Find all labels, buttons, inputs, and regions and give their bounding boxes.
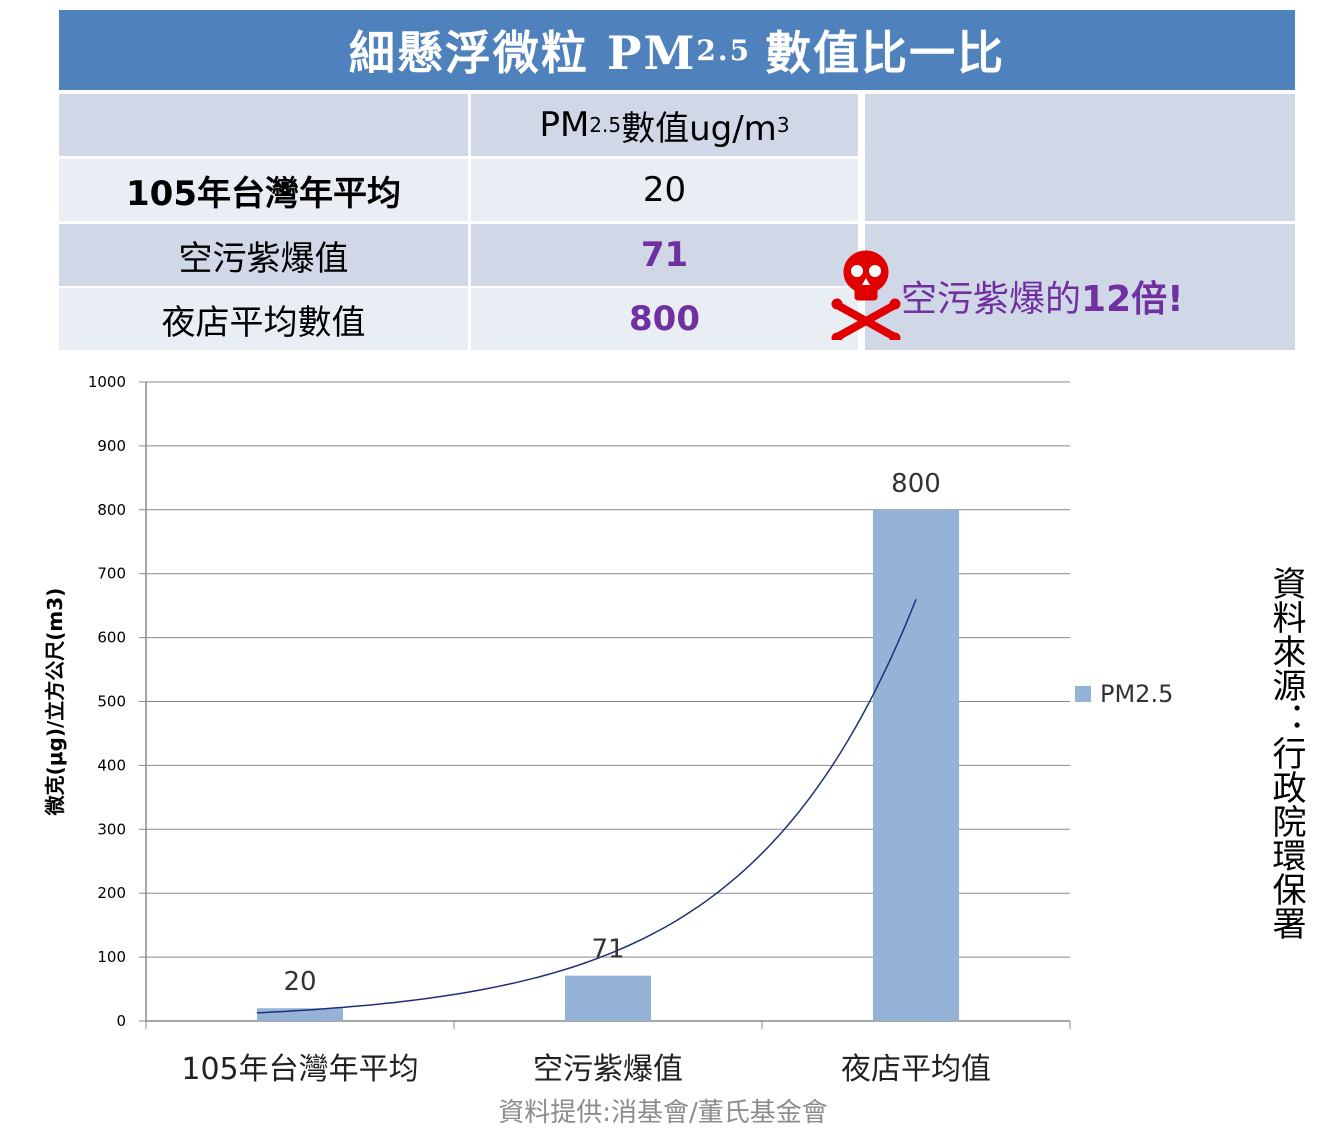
table-row: 空污紫爆值 71	[59, 224, 861, 286]
y-tick-label: 0	[116, 1012, 126, 1030]
credit-text: 資料提供:消基會/董氏基金會	[498, 1098, 828, 1128]
row-label: 空污紫爆值	[59, 224, 471, 286]
skull-crossbones-icon	[831, 250, 901, 340]
row-value: 800	[471, 288, 861, 350]
y-tick-label: 400	[97, 756, 126, 774]
x-category-label: 夜店平均值	[841, 1052, 991, 1087]
title-tail: 數值比一比	[765, 26, 1006, 80]
row-label: 夜店平均數值	[59, 288, 471, 350]
y-tick-label: 200	[97, 884, 126, 902]
header-pm-sub: 2.5	[589, 113, 622, 137]
table-header-row: PM 2.5 數值ug/m 3	[59, 94, 861, 156]
title-main: 細懸浮微粒 PM	[348, 26, 697, 80]
note-prefix: 空污紫爆的	[901, 279, 1082, 320]
pm-bar-chart: 0 100 200 300 400 500 600 700 800 900 1000 微克(μg)/立…	[43, 373, 1173, 1087]
note-strong: 12倍!	[1081, 279, 1184, 320]
y-tick-label: 800	[97, 501, 126, 519]
title-banner: 細懸浮微粒 PM 2.5 數值比一比	[59, 10, 1295, 90]
title-subscript: 2.5	[696, 33, 752, 67]
source-text: 資料來源：行政院環保署	[1266, 566, 1306, 940]
trendline	[256, 599, 917, 1014]
warning-note: 空污紫爆的12倍!	[901, 270, 1184, 322]
header-unit-sup: 3	[776, 113, 790, 137]
bar	[565, 975, 651, 1021]
x-category-label: 空污紫爆值	[533, 1052, 683, 1087]
y-tick-label: 900	[97, 437, 126, 455]
y-tick-label: 700	[97, 565, 126, 583]
table-empty-right-cell	[865, 94, 1295, 221]
row-label: 105年台灣年平均	[59, 159, 471, 221]
y-tick-label: 100	[97, 948, 126, 966]
table-row: 105年台灣年平均 20	[59, 159, 861, 221]
x-category-label: 105年台灣年平均	[181, 1052, 418, 1087]
bar	[873, 509, 959, 1021]
legend-swatch	[1075, 686, 1091, 702]
y-tick-label: 1000	[88, 373, 126, 391]
header-empty-cell	[59, 94, 471, 156]
y-tick-label: 500	[97, 693, 126, 711]
header-pm: PM	[539, 105, 590, 145]
y-tick-label: 600	[97, 629, 126, 647]
warning-note-cell: 空污紫爆的12倍!	[831, 224, 1295, 350]
header-unit: 數值ug/m	[621, 108, 777, 149]
table-row: 夜店平均數值 800	[59, 288, 861, 350]
header-unit-cell: PM 2.5 數值ug/m 3	[471, 94, 861, 156]
data-label: 800	[891, 469, 941, 499]
row-value: 20	[471, 159, 861, 221]
row-value: 71	[471, 224, 861, 286]
y-axis-label: 微克(μg)/立方公尺(m3)	[43, 588, 67, 817]
data-label: 20	[283, 967, 316, 997]
legend-label: PM2.5	[1100, 680, 1173, 708]
y-tick-label: 300	[97, 820, 126, 838]
